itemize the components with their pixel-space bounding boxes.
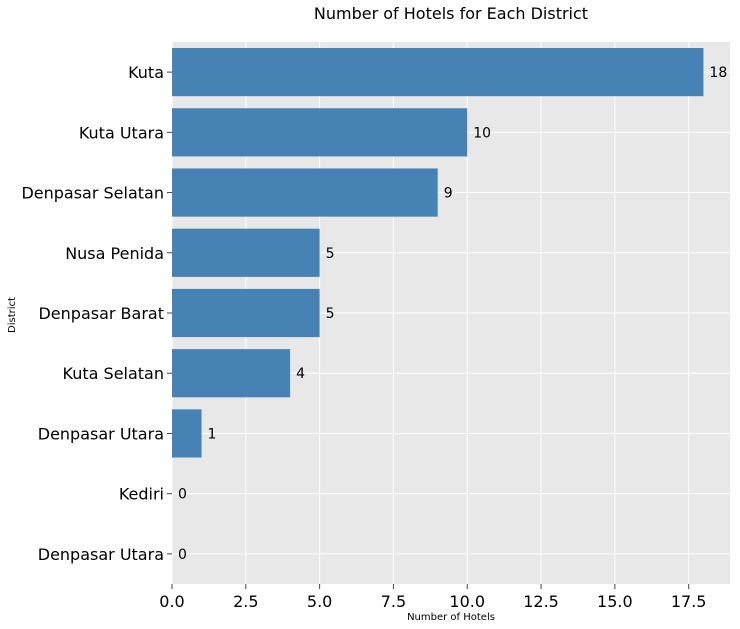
data-label: 5	[326, 246, 335, 262]
x-tick-label: 15.0	[597, 592, 633, 611]
y-tick-label: Denpasar Utara	[38, 424, 164, 443]
y-tick-label: Kuta Selatan	[63, 364, 164, 383]
x-tick-label: 2.5	[233, 592, 258, 611]
x-tick-label: 5.0	[307, 592, 332, 611]
bar	[172, 409, 202, 458]
data-label: 4	[296, 366, 305, 382]
data-label: 0	[178, 547, 187, 563]
x-tick-label: 7.5	[381, 592, 406, 611]
data-label: 1	[208, 426, 217, 442]
x-axis-ticks: 0.0 2.5 5.0 7.5 10.0 12.5 15.0 17.5	[159, 584, 706, 611]
x-tick-label: 17.5	[671, 592, 707, 611]
data-label: 9	[444, 186, 453, 202]
x-tick-label: 12.5	[523, 592, 559, 611]
bars	[172, 48, 704, 458]
data-label: 5	[326, 306, 335, 322]
y-tick-label: Kediri	[119, 485, 164, 504]
y-tick-label: Kuta	[128, 63, 164, 82]
y-tick-label: Denpasar Selatan	[21, 184, 164, 203]
y-tick-label: Denpasar Utara	[38, 545, 164, 564]
x-tick-label: 0.0	[159, 592, 184, 611]
data-label: 0	[178, 487, 187, 503]
x-tick-label: 10.0	[449, 592, 485, 611]
bar	[172, 288, 320, 338]
x-axis-label: Number of Hotels	[407, 612, 495, 623]
data-label: 10	[473, 125, 491, 141]
bar	[172, 108, 468, 157]
bar	[172, 168, 438, 217]
bar	[172, 228, 320, 277]
y-axis-ticks: Kuta Kuta Utara Denpasar Selatan Nusa Penid…	[21, 63, 172, 564]
bar	[172, 48, 704, 97]
bar	[172, 349, 291, 398]
y-axis-label: District	[7, 297, 18, 333]
y-tick-label: Denpasar Barat	[38, 304, 164, 323]
chart-title: Number of Hotels for Each District	[314, 4, 588, 23]
data-label: 18	[709, 65, 727, 81]
y-tick-label: Nusa Penida	[65, 244, 164, 263]
y-tick-label: Kuta Utara	[79, 123, 164, 142]
